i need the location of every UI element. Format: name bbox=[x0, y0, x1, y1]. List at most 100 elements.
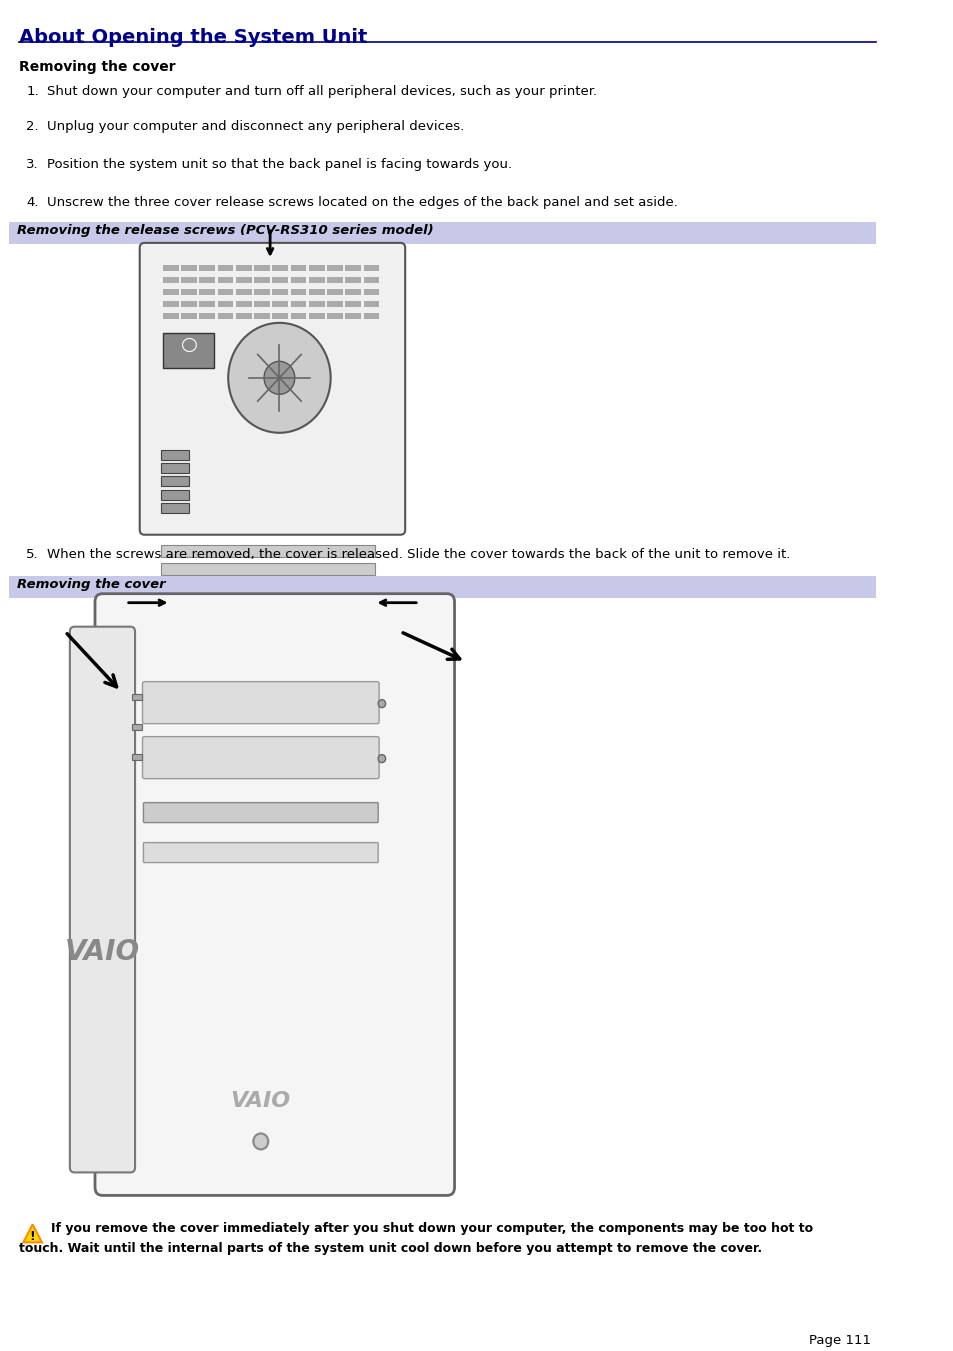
Circle shape bbox=[228, 323, 331, 432]
Bar bbox=[132, 693, 141, 700]
Text: Shut down your computer and turn off all peripheral devices, such as your printe: Shut down your computer and turn off all… bbox=[47, 85, 596, 99]
Bar bbox=[217, 301, 233, 307]
Bar bbox=[345, 313, 360, 319]
Bar bbox=[163, 313, 178, 319]
Text: 4.: 4. bbox=[26, 196, 38, 209]
FancyBboxPatch shape bbox=[142, 682, 378, 724]
Circle shape bbox=[377, 755, 385, 762]
Bar bbox=[327, 301, 342, 307]
Bar bbox=[273, 277, 288, 282]
Text: ○: ○ bbox=[180, 335, 197, 354]
Bar bbox=[161, 503, 189, 513]
Circle shape bbox=[264, 361, 294, 394]
Bar bbox=[273, 265, 288, 270]
Bar bbox=[345, 289, 360, 295]
Bar bbox=[253, 313, 270, 319]
Bar bbox=[217, 289, 233, 295]
Text: Page 111: Page 111 bbox=[808, 1335, 870, 1347]
FancyBboxPatch shape bbox=[95, 593, 454, 1196]
Circle shape bbox=[373, 597, 381, 608]
Bar bbox=[161, 581, 375, 593]
Text: Removing the release screws (PCV-RS310 series model): Removing the release screws (PCV-RS310 s… bbox=[17, 224, 433, 236]
Bar bbox=[10, 222, 875, 245]
Bar bbox=[253, 277, 270, 282]
Circle shape bbox=[253, 1133, 268, 1150]
Circle shape bbox=[158, 597, 168, 608]
Bar bbox=[199, 289, 214, 295]
Bar bbox=[235, 277, 252, 282]
Text: VAIO: VAIO bbox=[65, 938, 140, 966]
Bar bbox=[327, 289, 342, 295]
Bar bbox=[161, 490, 189, 500]
Bar bbox=[363, 265, 379, 270]
Bar bbox=[345, 301, 360, 307]
Bar bbox=[345, 277, 360, 282]
Bar bbox=[363, 289, 379, 295]
Bar bbox=[235, 313, 252, 319]
Bar bbox=[291, 265, 306, 270]
Bar bbox=[161, 563, 375, 574]
Bar bbox=[132, 754, 141, 759]
Bar bbox=[235, 289, 252, 295]
Bar bbox=[363, 313, 379, 319]
Bar bbox=[327, 265, 342, 270]
Bar bbox=[181, 277, 196, 282]
Text: About Opening the System Unit: About Opening the System Unit bbox=[19, 28, 367, 47]
Bar bbox=[181, 301, 196, 307]
Text: If you remove the cover immediately after you shut down your computer, the compo: If you remove the cover immediately afte… bbox=[51, 1223, 813, 1235]
Bar bbox=[309, 289, 324, 295]
Text: VAIO: VAIO bbox=[231, 1092, 291, 1112]
Bar bbox=[291, 277, 306, 282]
Bar bbox=[327, 313, 342, 319]
Bar bbox=[163, 289, 178, 295]
Bar bbox=[181, 265, 196, 270]
Bar bbox=[217, 265, 233, 270]
Bar bbox=[132, 724, 141, 730]
FancyBboxPatch shape bbox=[142, 736, 378, 778]
FancyBboxPatch shape bbox=[143, 843, 377, 862]
Bar bbox=[199, 313, 214, 319]
Bar bbox=[199, 277, 214, 282]
Text: 3.: 3. bbox=[26, 158, 39, 172]
FancyBboxPatch shape bbox=[70, 627, 135, 1173]
Bar bbox=[291, 289, 306, 295]
Text: Unplug your computer and disconnect any peripheral devices.: Unplug your computer and disconnect any … bbox=[47, 120, 463, 132]
Bar bbox=[163, 265, 178, 270]
Bar bbox=[309, 313, 324, 319]
Bar bbox=[291, 301, 306, 307]
Text: touch. Wait until the internal parts of the system unit cool down before you att: touch. Wait until the internal parts of … bbox=[19, 1243, 760, 1255]
Text: 1.: 1. bbox=[26, 85, 39, 99]
Text: !: ! bbox=[30, 1229, 35, 1243]
Bar bbox=[199, 301, 214, 307]
Bar bbox=[10, 576, 875, 597]
Polygon shape bbox=[23, 1224, 42, 1243]
Text: Removing the cover: Removing the cover bbox=[19, 59, 175, 74]
Bar bbox=[363, 301, 379, 307]
Bar bbox=[217, 277, 233, 282]
Bar bbox=[161, 450, 189, 459]
FancyBboxPatch shape bbox=[139, 243, 405, 535]
Bar bbox=[181, 313, 196, 319]
Bar bbox=[235, 301, 252, 307]
FancyBboxPatch shape bbox=[143, 802, 377, 823]
Bar bbox=[163, 277, 178, 282]
Bar bbox=[235, 265, 252, 270]
Text: 2.: 2. bbox=[26, 120, 39, 132]
Bar bbox=[309, 301, 324, 307]
Bar bbox=[199, 265, 214, 270]
Bar bbox=[309, 265, 324, 270]
Circle shape bbox=[377, 700, 385, 708]
Text: Removing the cover: Removing the cover bbox=[17, 578, 165, 590]
Text: Unscrew the three cover release screws located on the edges of the back panel an: Unscrew the three cover release screws l… bbox=[47, 196, 677, 209]
Bar bbox=[363, 277, 379, 282]
Bar bbox=[253, 265, 270, 270]
Bar bbox=[181, 289, 196, 295]
Bar bbox=[253, 289, 270, 295]
Bar bbox=[163, 332, 214, 367]
Bar bbox=[253, 301, 270, 307]
Bar bbox=[309, 277, 324, 282]
Bar bbox=[273, 301, 288, 307]
Bar bbox=[273, 313, 288, 319]
Bar bbox=[161, 463, 189, 473]
Bar bbox=[345, 265, 360, 270]
